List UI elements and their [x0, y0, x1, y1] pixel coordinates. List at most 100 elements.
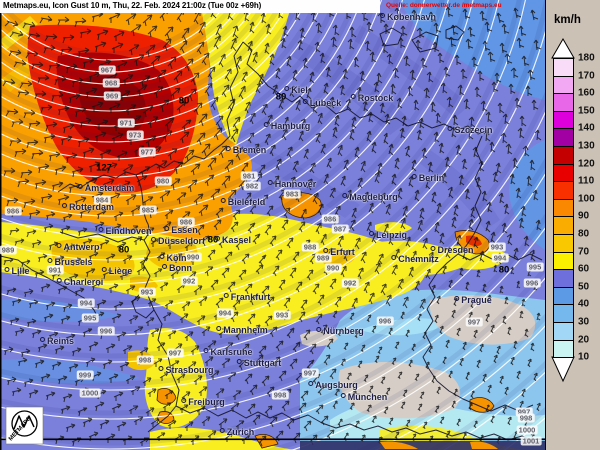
city-marker-dot [214, 236, 220, 241]
city-label: Freiburg [181, 397, 225, 407]
isobar-label: 967 [98, 65, 116, 75]
isobar-label: 971 [117, 118, 135, 128]
city-label: Liège [101, 266, 132, 276]
legend-tick-label: 10 [578, 351, 590, 363]
legend-color-band [553, 234, 574, 253]
map-title: Metmaps.eu, Icon Gust 10 m, Thu, 22. Feb… [3, 1, 262, 10]
city-marker-dot [162, 264, 167, 269]
city-marker-dot [302, 99, 308, 104]
city-label: Augsburg [308, 380, 358, 390]
legend-color-band [553, 286, 574, 306]
city-marker-dot [369, 231, 374, 236]
city-label: Amsterdam [77, 183, 134, 193]
city-marker-dot [267, 180, 273, 185]
isobar-label: 994 [77, 298, 95, 308]
city-label: Szczecin [447, 125, 493, 135]
city-label: Rostock [350, 93, 393, 103]
city-marker-dot [263, 122, 269, 127]
gust-contour-label: 80 [207, 234, 219, 246]
city-label: Köln [159, 253, 187, 263]
city-label: Düsseldorf [150, 236, 205, 246]
legend-color-band [553, 163, 574, 183]
city-marker-dot [391, 255, 397, 260]
isobar-label: 988 [301, 242, 319, 252]
gust-contour-label: 80 [498, 264, 510, 276]
city-label: København [379, 12, 436, 22]
city-label: Essen [164, 225, 198, 235]
isobar-label: 996 [376, 316, 394, 326]
city-label: Stuttgart [236, 358, 281, 368]
city-label: Mannheim [216, 325, 268, 335]
city-marker-dot [220, 198, 226, 203]
isobar-label: 996 [97, 326, 115, 336]
isobar-label: 987 [331, 224, 349, 234]
alps-gust-spot [470, 441, 498, 449]
city-label: Kiel [284, 85, 308, 95]
legend-tick-label: 90 [578, 210, 590, 222]
city-label: Charleroi [56, 277, 103, 287]
city-marker-dot [150, 237, 156, 242]
source-credit: Quelle: donnerwetter.de /metmaps.eu [386, 2, 502, 9]
gust-contour-label: 80 [118, 244, 130, 256]
isobar-label: 983 [283, 189, 301, 199]
gust-contour-label: 80 [178, 95, 190, 107]
isobar-label: 993 [138, 287, 156, 297]
legend-color-band [553, 198, 574, 218]
gust-contour-label: 80 [275, 91, 287, 103]
city-marker-dot [340, 393, 346, 398]
weather-map-canvas: METMAPS [0, 0, 545, 450]
legend-color-band [553, 216, 574, 235]
isobar-label: 997 [465, 317, 483, 327]
city-marker-dot [47, 258, 53, 263]
isobar-label: 997 [301, 368, 319, 378]
title-strip-bg [0, 0, 380, 13]
gust-contour-label: 127 [96, 162, 112, 174]
city-marker-dot [77, 184, 83, 189]
city-marker-dot [236, 359, 242, 364]
isobar-label: 977 [138, 147, 156, 157]
city-label: Frankfurt [223, 292, 270, 302]
isobar-label: 986 [177, 217, 195, 227]
city-label: Hamburg [263, 121, 310, 131]
city-label: Magdeburg [342, 192, 398, 202]
isobar-label: 986 [4, 206, 22, 216]
legend-color-band [553, 304, 574, 323]
city-label: Zürich [219, 427, 254, 437]
legend-color-band [553, 93, 574, 112]
legend-unit-label: km/h [554, 14, 581, 26]
isobar-label: 1000 [516, 425, 538, 435]
isobar-label: 997 [166, 348, 184, 358]
legend-tick-label: 40 [578, 298, 590, 310]
legend-tick-label: 120 [578, 158, 595, 170]
isobar-label: 997 [515, 407, 533, 417]
city-label: Brussels [47, 257, 93, 267]
city-marker-dot [203, 348, 209, 353]
map-bottom-frame [0, 438, 545, 441]
isobar-label: 969 [103, 91, 121, 101]
legend-color-band [553, 75, 574, 95]
city-marker-dot [454, 296, 460, 301]
isobar-label: 994 [216, 308, 234, 318]
isobar-label: 994 [491, 253, 509, 263]
city-label: Antwerp [56, 242, 100, 252]
city-label: Strasbourg [158, 365, 214, 375]
isobar-label: 968 [102, 78, 120, 88]
isobar-label: 986 [321, 214, 339, 224]
city-label: München [340, 392, 387, 402]
isobar-label: 998 [271, 390, 289, 400]
legend-tick-label: 20 [578, 334, 590, 346]
city-marker-dot [61, 203, 67, 208]
isobar-label: 989 [314, 253, 332, 263]
city-label: Prague [454, 295, 492, 305]
isobar-label: 981 [240, 171, 258, 181]
isobar-label: 989 [0, 245, 17, 255]
legend-tick-label: 140 [578, 122, 595, 134]
legend-tick-label: 180 [578, 52, 595, 64]
city-label: Berlin [411, 173, 444, 183]
city-marker-dot [98, 227, 104, 232]
alps-dark-strip [300, 441, 545, 450]
isobar-label: 996 [523, 278, 541, 288]
city-marker-dot [56, 278, 62, 283]
city-label: Lübeck [302, 98, 341, 108]
city-marker-dot [284, 86, 290, 91]
